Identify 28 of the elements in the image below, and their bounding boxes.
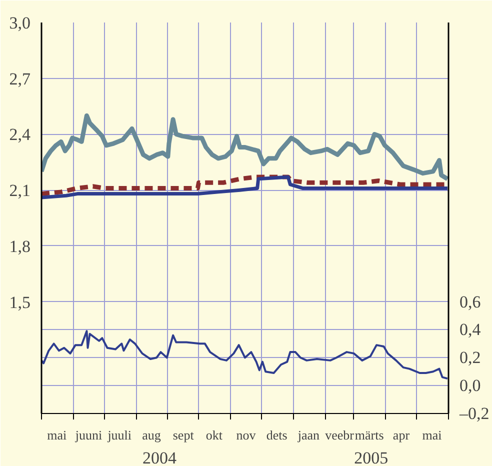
x-tick-label: juuli <box>106 428 132 442</box>
y-tick-label: 3,0 <box>9 14 30 32</box>
y-tick-label: 2,4 <box>9 125 31 144</box>
text: 2005 <box>354 448 388 466</box>
y2-tick-label: 0,0 <box>460 376 481 396</box>
y2-tick-label: 0,6 <box>460 292 481 312</box>
y-tick-label: 1,8 <box>9 236 30 256</box>
y2-tick-label: 0,4 <box>460 320 482 340</box>
line-series <box>42 330 448 380</box>
y-tick-label: 1,5 <box>9 292 30 312</box>
x-tick-label: okt <box>206 428 223 442</box>
x-tick-label: aug <box>142 428 162 442</box>
x-tick-label: juuni <box>74 428 103 442</box>
y-tick-label: 2,1 <box>9 181 30 200</box>
x-tick-label: nov <box>236 428 256 442</box>
x-tick-label: dets <box>266 428 288 442</box>
x-tick-label: mai <box>47 428 68 442</box>
x-tick-label: märts <box>354 428 384 442</box>
text: 2004 <box>142 448 178 466</box>
y2-tick-label: 0,2 <box>460 348 481 368</box>
x-tick-label: jaan <box>296 428 320 442</box>
line-series <box>42 113 448 182</box>
x-tick-label: mai <box>422 428 442 442</box>
y2-tick-label: –0,2 <box>458 404 490 423</box>
y-tick-label: 2,7 <box>9 69 31 88</box>
x-tick-label: sept <box>172 428 194 442</box>
x-tick-label: veebr <box>325 428 355 442</box>
x-tick-label: apr <box>392 428 410 442</box>
